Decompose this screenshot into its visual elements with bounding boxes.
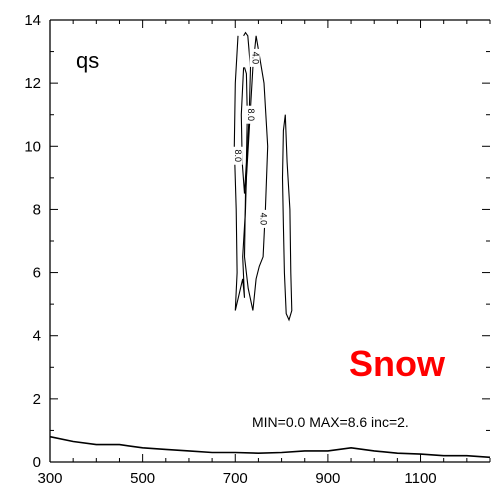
x-tick-label: 900 [315, 470, 340, 487]
terrain-line [49, 435, 491, 459]
x-tick-label: 1100 [404, 470, 436, 487]
contour-label: 8.0 [233, 149, 243, 162]
contour-line [243, 35, 269, 311]
x-tick-label: 500 [130, 470, 155, 487]
axes: 300 500 700 900 1100 0 2 4 6 8 10 12 14 [24, 12, 491, 487]
contour-label-bg [258, 209, 269, 228]
y-tick-label: 10 [24, 138, 41, 155]
y-tick-label: 8 [33, 201, 41, 218]
contour-label: 4.0 [250, 52, 260, 65]
field-label: Snow [349, 343, 446, 384]
contours [233, 31, 293, 322]
contour-labels: 4.0 8.0 8.0 4.0 [232, 48, 269, 228]
plot-area: 4.0 8.0 8.0 4.0 [49, 31, 491, 459]
y-tick-label: 14 [24, 12, 41, 29]
contour-label-bg [245, 105, 256, 124]
y-tick-label: 4 [33, 328, 41, 345]
contour-label: 8.0 [246, 108, 256, 121]
contour-line [240, 67, 248, 194]
contour-label-bg [232, 146, 243, 165]
contour-line [233, 31, 252, 311]
x-tick-label: 300 [37, 470, 62, 487]
contour-line [281, 114, 293, 322]
contour-label-bg [249, 48, 260, 67]
x-tick-label: 700 [223, 470, 248, 487]
y-tick-label: 0 [33, 454, 41, 471]
y-tick-label: 6 [33, 265, 41, 282]
y-tick-label: 2 [33, 391, 41, 408]
stats-text: MIN=0.0 MAX=8.6 inc=2. [252, 414, 409, 430]
y-tick-label: 12 [24, 75, 41, 92]
contour-label: 4.0 [259, 213, 269, 226]
panel-label: qs [76, 48, 99, 73]
